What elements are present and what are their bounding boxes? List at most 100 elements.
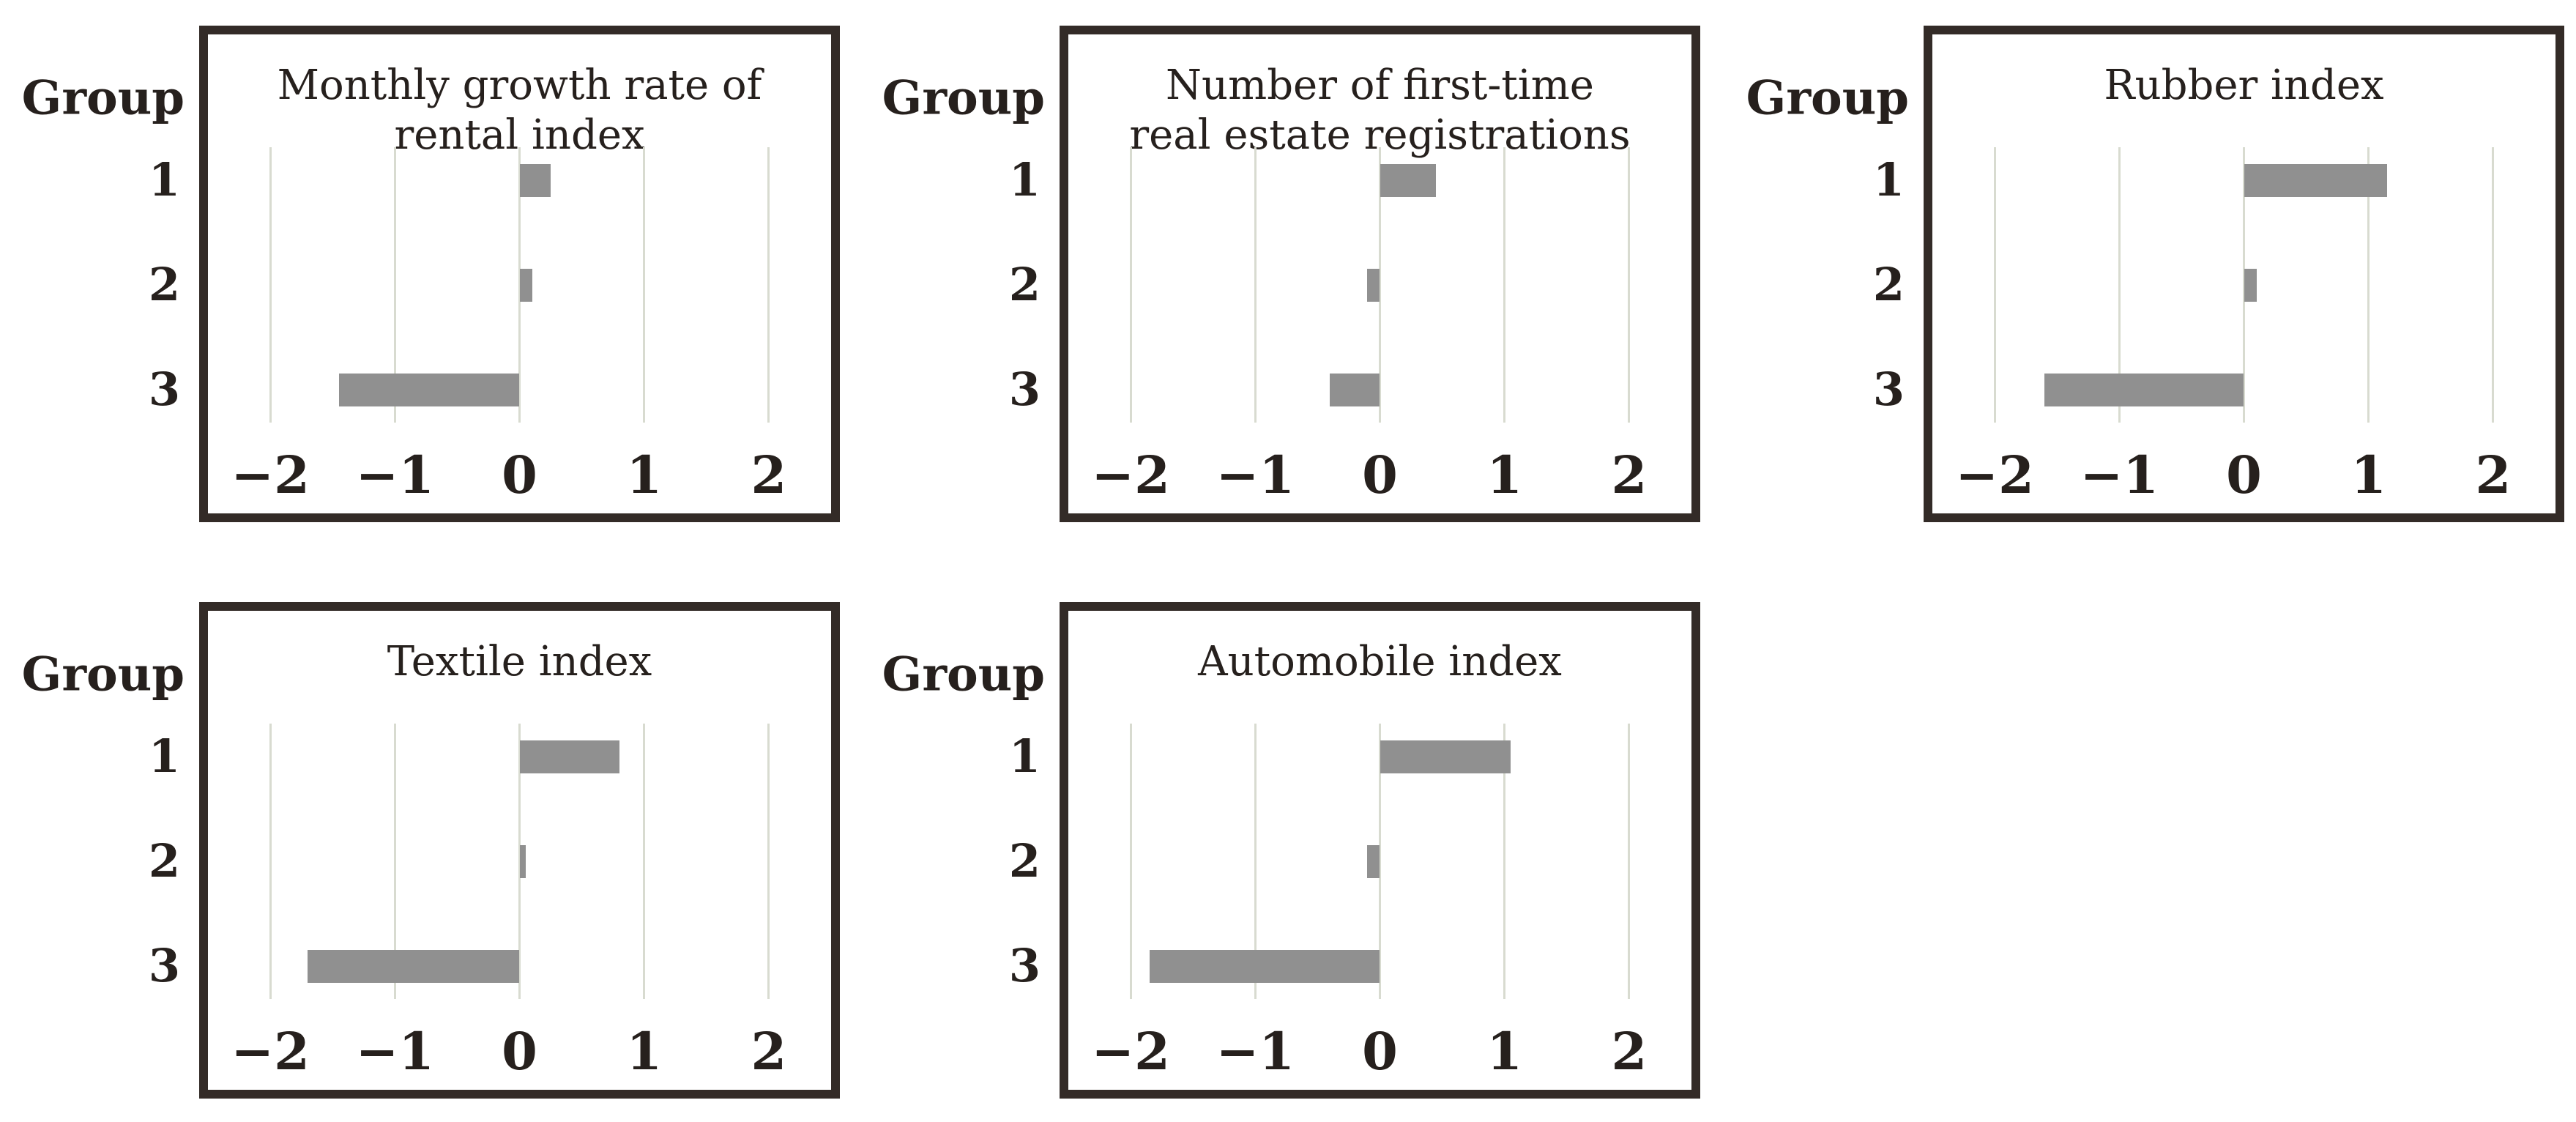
bar bbox=[308, 950, 520, 983]
x-tick-label: 0 bbox=[1362, 1021, 1398, 1082]
chart-y-axis-labels: Group 1 2 3 bbox=[840, 26, 1060, 522]
gridline bbox=[2492, 147, 2495, 423]
chart-y-axis-labels: Group 1 2 3 bbox=[0, 602, 199, 1099]
x-tick-label: 2 bbox=[751, 445, 787, 505]
chart-unit: Group 1 2 3 Automobile index −2 −1 0 1 2 bbox=[840, 602, 1700, 1099]
chart-panel: Number of first-time real estate registra… bbox=[1060, 26, 1700, 522]
chart-y-axis-labels: Group 1 2 3 bbox=[1700, 26, 1924, 522]
bar bbox=[2044, 374, 2244, 406]
bar bbox=[1330, 374, 1380, 406]
gridline bbox=[767, 724, 770, 999]
x-axis-ticks: −2 −1 0 1 2 bbox=[208, 1015, 831, 1088]
chart-row-bottom: Group 1 2 3 Textile index −2 −1 0 1 2 Group 1 2… bbox=[0, 602, 1700, 1099]
y-tick-label: 3 bbox=[1872, 363, 1905, 416]
gridline bbox=[393, 724, 396, 999]
y-tick-label: 3 bbox=[1008, 363, 1041, 416]
x-tick-label: 1 bbox=[1486, 445, 1523, 505]
y-tick-label: 2 bbox=[148, 258, 180, 311]
chart-title-line: Textile index bbox=[387, 638, 652, 686]
chart-panel: Automobile index −2 −1 0 1 2 bbox=[1060, 602, 1700, 1099]
x-tick-label: −1 bbox=[355, 445, 434, 505]
y-tick-label: 1 bbox=[1008, 153, 1041, 207]
group-axis-label: Group bbox=[21, 70, 185, 126]
gridline bbox=[1628, 724, 1631, 999]
x-tick-label: −1 bbox=[1216, 445, 1295, 505]
y-tick-label: 2 bbox=[1008, 258, 1041, 311]
chart-y-axis-labels: Group 1 2 3 bbox=[840, 602, 1060, 1099]
chart-title: Automobile index bbox=[1068, 637, 1691, 687]
bar bbox=[2244, 164, 2388, 197]
gridline bbox=[643, 147, 646, 423]
x-tick-label: −2 bbox=[1955, 445, 2034, 505]
chart-title-line: Number of first-time bbox=[1166, 62, 1594, 109]
gridline bbox=[1379, 147, 1381, 423]
chart-y-axis-labels: Group 1 2 3 bbox=[0, 26, 199, 522]
x-tick-label: 2 bbox=[751, 1021, 787, 1082]
bar bbox=[1367, 269, 1380, 302]
bar bbox=[1380, 740, 1511, 773]
group-axis-label: Group bbox=[882, 647, 1045, 702]
chart-plot-area bbox=[208, 147, 831, 423]
x-axis-ticks: −2 −1 0 1 2 bbox=[208, 439, 831, 512]
group-axis-label: Group bbox=[1746, 70, 1909, 126]
x-axis-ticks: −2 −1 0 1 2 bbox=[1932, 439, 2555, 512]
gridline bbox=[2118, 147, 2121, 423]
chart-panel: Textile index −2 −1 0 1 2 bbox=[199, 602, 840, 1099]
gridline bbox=[1993, 147, 1996, 423]
x-tick-label: −2 bbox=[1091, 445, 1170, 505]
gridline bbox=[1129, 147, 1132, 423]
y-tick-label: 1 bbox=[1872, 153, 1905, 207]
gridline bbox=[1628, 147, 1631, 423]
x-tick-label: −2 bbox=[1091, 1021, 1170, 1082]
x-tick-label: 1 bbox=[626, 445, 663, 505]
gridline bbox=[1503, 147, 1506, 423]
chart-title-line: Monthly growth rate of bbox=[277, 62, 762, 109]
gridline bbox=[1129, 724, 1132, 999]
gridline bbox=[269, 724, 272, 999]
x-axis-ticks: −2 −1 0 1 2 bbox=[1068, 439, 1691, 512]
y-tick-label: 2 bbox=[1008, 834, 1041, 888]
y-tick-label: 2 bbox=[1872, 258, 1905, 311]
gridline bbox=[643, 724, 646, 999]
x-tick-label: −1 bbox=[2080, 445, 2159, 505]
chart-panel: Monthly growth rate of rental index −2 −1 0… bbox=[199, 26, 840, 522]
chart-plot-area bbox=[208, 724, 831, 999]
bar bbox=[338, 374, 520, 406]
x-tick-label: 1 bbox=[1486, 1021, 1523, 1082]
x-tick-label: −2 bbox=[231, 1021, 310, 1082]
x-tick-label: 0 bbox=[502, 445, 537, 505]
chart-unit: Group 1 2 3 Number of first-time real estat… bbox=[840, 26, 1700, 522]
group-axis-label: Group bbox=[21, 647, 185, 702]
y-tick-label: 1 bbox=[148, 153, 180, 207]
chart-title: Rubber index bbox=[1932, 61, 2555, 111]
chart-title: Textile index bbox=[208, 637, 831, 687]
y-tick-label: 1 bbox=[148, 729, 180, 783]
x-tick-label: 1 bbox=[626, 1021, 663, 1082]
x-tick-label: 2 bbox=[1611, 445, 1648, 505]
chart-plot-area bbox=[1068, 147, 1691, 423]
gridline bbox=[269, 147, 272, 423]
gridline bbox=[393, 147, 396, 423]
chart-unit: Group 1 2 3 Textile index −2 −1 0 1 2 bbox=[0, 602, 840, 1099]
gridline bbox=[1254, 147, 1257, 423]
chart-title-line: Automobile index bbox=[1198, 638, 1562, 686]
chart-plot-area bbox=[1932, 147, 2555, 423]
chart-row-top: Group 1 2 3 Monthly growth rate of rental i… bbox=[0, 26, 2564, 522]
gridline bbox=[1503, 724, 1506, 999]
bar bbox=[2244, 269, 2257, 302]
bar bbox=[519, 845, 526, 878]
chart-title: Monthly growth rate of rental index bbox=[208, 61, 831, 160]
y-tick-label: 2 bbox=[148, 834, 180, 888]
chart-title: Number of first-time real estate registra… bbox=[1068, 61, 1691, 160]
gridline bbox=[767, 147, 770, 423]
chart-plot-area bbox=[1068, 724, 1691, 999]
y-tick-label: 3 bbox=[148, 939, 180, 992]
x-tick-label: −2 bbox=[231, 445, 310, 505]
x-axis-ticks: −2 −1 0 1 2 bbox=[1068, 1015, 1691, 1088]
x-tick-label: 0 bbox=[1362, 445, 1398, 505]
bar bbox=[519, 740, 619, 773]
y-tick-label: 1 bbox=[1008, 729, 1041, 783]
x-tick-label: −1 bbox=[355, 1021, 434, 1082]
chart-unit: Group 1 2 3 Rubber index −2 −1 0 1 2 bbox=[1700, 26, 2564, 522]
x-tick-label: 0 bbox=[2226, 445, 2262, 505]
